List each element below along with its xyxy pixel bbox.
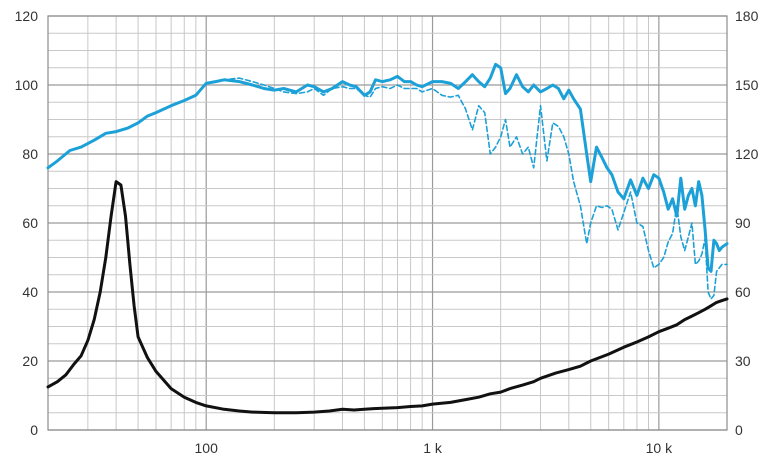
right-tick-label: 120 — [735, 146, 759, 162]
right-tick-label: 180 — [735, 8, 759, 24]
grid — [47, 15, 728, 431]
spl-dashed-line — [205, 77, 728, 300]
left-tick-label: 0 — [30, 422, 38, 438]
impedance-line — [46, 180, 729, 415]
left-tick-label: 40 — [22, 284, 38, 300]
left-tick-label: 120 — [15, 8, 39, 24]
right-tick-label: 150 — [735, 77, 759, 93]
right-tick-label: 30 — [735, 353, 751, 369]
x-tick-label: 1 k — [423, 440, 443, 456]
left-tick-label: 20 — [22, 353, 38, 369]
series-layer — [46, 62, 729, 415]
x-axis-ticks: 100 1 k 10 k — [195, 440, 674, 456]
x-tick-label: 10 k — [646, 440, 673, 456]
left-tick-label: 60 — [22, 215, 38, 231]
left-axis-ticks: 0 20 40 60 80 100 120 — [15, 8, 39, 438]
left-tick-label: 80 — [22, 146, 38, 162]
right-tick-label: 60 — [735, 284, 751, 300]
plot-frame — [47, 15, 728, 431]
x-tick-label: 100 — [195, 440, 219, 456]
right-axis-ticks: 0 30 60 90 120 150 180 — [735, 8, 759, 438]
right-tick-label: 0 — [735, 422, 743, 438]
right-tick-label: 90 — [735, 215, 751, 231]
left-tick-label: 100 — [15, 77, 39, 93]
